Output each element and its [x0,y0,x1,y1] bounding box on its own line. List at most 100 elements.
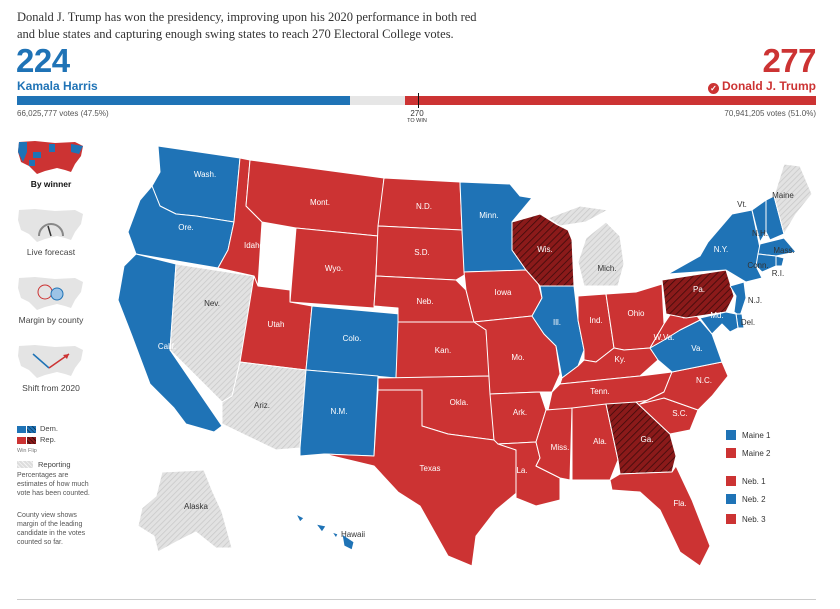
state-md[interactable] [699,311,739,335]
state-label-n-h: N.H. [752,229,768,238]
reporting-swatch [17,461,33,468]
state-label-ariz: Ariz. [254,401,270,410]
note-county-view: County view shows margin of the leading … [17,512,86,546]
state-label-md: Md. [710,311,723,320]
dem-flip-swatch [27,426,36,433]
state-label-idaho: Idaho [244,241,265,250]
rep-candidate-label: Donald J. Trump [721,79,816,93]
dem-popular-votes: 66,025,777 votes (47.5%) [17,109,109,118]
winner-map-thumbnail [18,141,83,174]
state-maine[interactable] [773,163,813,235]
state-label-okla: Okla. [450,398,469,407]
headline: Donald J. Trump has won the presidency, … [17,10,477,41]
state-label-colo: Colo. [343,334,362,343]
rep-popular-votes: 70,941,205 votes (51.0%) [724,109,816,118]
check-circle-icon: ✓ [707,83,719,94]
state-label-texas: Texas [420,464,441,473]
rep-flip-swatch [27,437,36,444]
view-caption: Shift from 2020 [22,383,80,393]
bottom-divider [17,599,816,600]
rep-win-swatch [17,437,26,444]
state-mich[interactable] [547,205,625,287]
state-label-pa: Pa. [693,285,705,294]
district-label: Neb. 2 [742,495,766,504]
dem-bar-segment [17,96,350,105]
state-s-d[interactable] [375,225,467,281]
state-label-ind: Ind. [589,316,602,325]
to-win-number: 270 [410,109,424,118]
state-label-tenn: Tenn. [590,387,610,396]
state-label-n-m: N.M. [331,407,348,416]
state-fla[interactable] [609,465,711,567]
electoral-vote-bar [17,93,816,108]
state-ala[interactable] [571,403,619,481]
state-label-r-i: R.I. [772,269,784,278]
state-label-s-c: S.C. [672,409,688,418]
dem-candidate-name: Kamala Harris [17,79,98,93]
state-label-w-va: W.Va. [654,333,675,342]
to-win-marker [417,93,419,108]
view-by-winner[interactable]: By winner [15,138,87,189]
to-win-label: TO WIN [407,118,427,124]
state-label-ala: Ala. [593,437,607,446]
state-label-ore: Ore. [178,223,194,232]
state-label-la: La. [516,466,527,475]
view-caption: Live forecast [26,247,76,257]
state-r-i[interactable] [775,255,785,267]
state-label-wis: Wis. [537,245,553,254]
dem-win-swatch [17,426,26,433]
state-label-hawaii: Hawaii [341,530,365,539]
note-percentages: Percentages are estimates of how much vo… [17,472,90,497]
view-margin-by-county[interactable]: Margin by county [15,274,87,325]
state-label-del: Del. [741,318,755,327]
state-wyo[interactable] [289,227,379,309]
state-label-wash: Wash. [194,170,216,179]
reporting-label: Reporting [38,460,71,469]
district-swatch [726,494,736,504]
district-label: Neb. 1 [742,477,766,486]
state-n-c[interactable] [639,361,729,411]
district-label: Neb. 3 [742,515,766,524]
state-label-n-j: N.J. [748,296,762,305]
district-label: Maine 2 [742,449,771,458]
state-label-conn: Conn. [747,261,768,270]
state-label-ark: Ark. [513,408,527,417]
state-label-utah: Utah [268,320,285,329]
state-label-n-y: N.Y. [714,245,729,254]
district-swatch [726,430,736,440]
county-bubble-thumbnail [18,277,83,310]
district-label: Maine 1 [742,431,771,440]
state-hawaii[interactable] [295,513,355,551]
state-label-minn: Minn. [479,211,499,220]
state-label-n-d: N.D. [416,202,432,211]
state-label-mont: Mont. [310,198,330,207]
view-shift-from-2020[interactable]: Shift from 2020 [15,342,87,393]
state-label-ga: Ga. [641,435,654,444]
view-caption: By winner [30,179,72,189]
state-label-mich: Mich. [597,264,616,273]
state-texas[interactable] [323,389,521,567]
view-live-forecast[interactable]: Live forecast [15,206,87,257]
shift-arrows-thumbnail [18,345,83,378]
forecast-gauge-thumbnail [18,209,83,242]
dem-legend-label: Dem. [40,424,58,433]
state-mass[interactable] [757,237,797,257]
state-label-kan: Kan. [435,346,451,355]
district-swatch [726,514,736,524]
win-label: Win [17,448,27,454]
state-label-n-c: N.C. [696,376,712,385]
state-n-h[interactable] [765,195,785,241]
state-label-fla: Fla. [673,499,686,508]
rep-electoral-count: 277 [762,42,816,79]
view-caption: Margin by county [18,315,84,325]
rep-candidate-name: ✓ Donald J. Trump [707,79,816,94]
state-wis[interactable] [511,213,575,287]
state-conn[interactable] [755,253,777,273]
dem-electoral-count: 224 [16,42,70,79]
state-label-alaska: Alaska [184,502,209,511]
state-label-nev: Nev. [204,299,220,308]
state-label-ky: Ky. [615,355,626,364]
state-alaska[interactable] [137,469,233,553]
rep-legend-label: Rep. [40,435,56,444]
